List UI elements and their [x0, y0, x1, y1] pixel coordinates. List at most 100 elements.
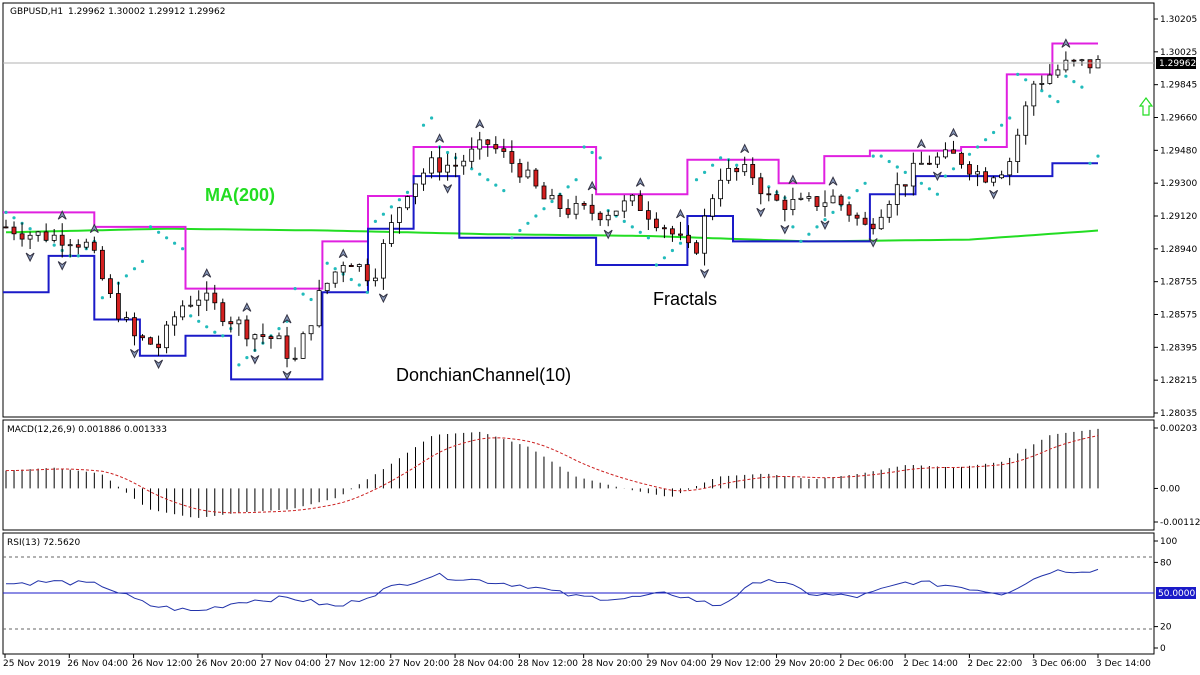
ma-annotation: MA(200): [205, 185, 275, 205]
candle-body: [646, 210, 651, 220]
candle-body: [919, 162, 924, 165]
candle-body: [220, 302, 226, 322]
sar-dot: [984, 138, 988, 142]
candle-body: [694, 242, 699, 254]
sar-dot: [397, 198, 401, 202]
candle-body: [830, 195, 836, 204]
candle-body: [100, 249, 105, 280]
candle-body: [284, 335, 290, 359]
sar-dot: [197, 319, 201, 323]
sar-dot: [590, 150, 594, 155]
candle-body: [718, 179, 723, 200]
candle-body: [421, 172, 426, 185]
candle-body: [991, 177, 996, 183]
candle-body: [268, 336, 274, 340]
sar-dot: [293, 287, 297, 291]
time-tick-label: 27 Nov 04:00: [260, 659, 321, 669]
rsi-mid-badge: 50.0000: [1156, 587, 1196, 599]
candle-body: [605, 214, 611, 221]
macd-histogram: [5, 428, 1099, 518]
time-tick-label: 3 Dec 14:00: [1096, 659, 1151, 669]
time-tick-label: 26 Nov 04:00: [67, 659, 128, 669]
sar-dot: [518, 228, 522, 233]
fractal-up-marker: [475, 118, 485, 129]
candle-body: [1047, 74, 1053, 84]
candle-body: [581, 202, 587, 206]
sar-dot: [1080, 85, 1084, 89]
price-panel: GBPUSD,H1 1.29962 1.30002 1.29912 1.2996…: [2, 2, 1155, 418]
candle-body: [469, 148, 475, 162]
candle-body: [533, 169, 539, 187]
donchian-lower-band: [3, 162, 1098, 381]
fractals-annotation: Fractals: [653, 289, 717, 309]
candle-body: [132, 317, 137, 337]
candle-body: [148, 337, 153, 345]
candle-body: [541, 185, 547, 200]
candle-body: [573, 202, 579, 215]
candle-body: [35, 231, 41, 236]
sar-dot: [100, 296, 104, 300]
fractal-down-marker: [756, 207, 766, 218]
candle-body: [951, 149, 956, 154]
sar-dot: [1064, 74, 1068, 78]
sar-dot: [935, 192, 940, 196]
sar-dot: [646, 236, 651, 240]
candle-body: [445, 164, 451, 173]
price-tick-label: 1.29660: [1160, 114, 1197, 124]
candle-body: [959, 152, 964, 165]
sar-dot: [502, 189, 506, 193]
candle-body: [894, 184, 900, 205]
candle-body: [477, 139, 483, 150]
fractal-down-marker: [868, 238, 878, 248]
sar-dot: [181, 247, 185, 251]
sar-dot: [871, 154, 875, 158]
sar-dot: [574, 178, 578, 182]
sar-dot: [582, 145, 586, 149]
candle-body: [429, 157, 435, 174]
sar-dot: [486, 178, 490, 182]
sar-dot: [140, 259, 145, 263]
candle-body: [782, 199, 788, 210]
current-price-label: 1.29962: [1159, 59, 1196, 69]
candle-body: [324, 282, 330, 291]
candle-body: [549, 194, 555, 200]
macd-tick-label: -0.001127: [1160, 518, 1200, 528]
macd-panel: MACD(12,26,9) 0.001886 0.001333: [2, 419, 1155, 531]
candle-body: [983, 171, 988, 183]
candle-body: [814, 196, 820, 207]
sar-dot: [157, 230, 161, 234]
candle-body: [710, 198, 715, 217]
sar-dot: [807, 232, 811, 236]
fractal-down-marker: [282, 370, 292, 381]
fractal-down-marker: [603, 229, 613, 240]
macd-label: MACD(12,26,9) 0.001886 0.001333: [7, 425, 167, 435]
sar-dot: [349, 277, 353, 282]
candle-body: [1031, 83, 1037, 107]
sar-dot: [189, 314, 193, 318]
candle-body: [758, 177, 764, 195]
sar-dot: [542, 207, 546, 211]
sar-dot: [148, 225, 153, 229]
sar-dot: [622, 219, 626, 223]
candle-body: [557, 194, 563, 209]
price-tick-label: 1.29845: [1160, 81, 1197, 91]
sar-dot: [903, 170, 907, 174]
sar-dot: [1088, 161, 1092, 165]
sar-dot: [1000, 123, 1004, 127]
time-tick-label: 28 Nov 12:00: [517, 659, 578, 669]
price-tick-label: 1.28575: [1160, 311, 1197, 321]
time-tick-label: 29 Nov 20:00: [775, 659, 836, 669]
sar-dot: [526, 221, 530, 225]
sar-dot: [28, 227, 32, 231]
candle-body: [204, 292, 210, 301]
time-tick-label: 28 Nov 04:00: [453, 659, 514, 669]
time-tick-label: 27 Nov 12:00: [324, 659, 385, 669]
candle-body: [662, 227, 667, 230]
candle-body: [260, 334, 266, 338]
candle-body: [228, 321, 234, 325]
price-tick-label: 1.28215: [1160, 376, 1197, 386]
fractal-up-marker: [435, 133, 445, 143]
sar-dot: [325, 261, 329, 265]
sar-dot: [638, 230, 642, 234]
sar-dot: [823, 218, 827, 222]
